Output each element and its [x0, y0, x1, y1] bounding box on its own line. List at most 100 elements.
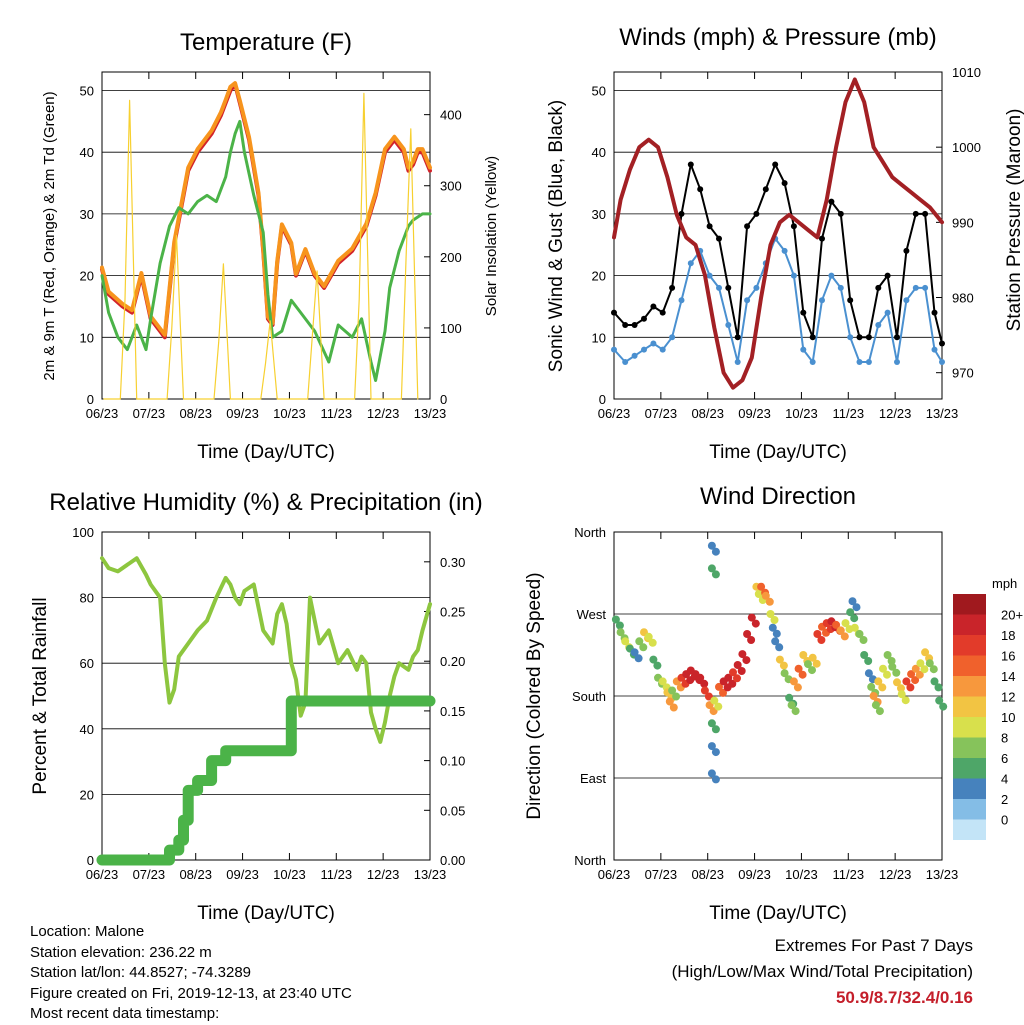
winds-series-gust-point: [837, 210, 844, 217]
winds-series-sonic-wind-point: [847, 334, 854, 341]
winds-series-sonic-wind-point: [912, 284, 919, 291]
direction-point: [798, 670, 807, 679]
winds-xtick-label: 13/23: [926, 406, 959, 421]
direction-point: [855, 630, 864, 638]
direction-point: [860, 651, 869, 659]
temperature-ylabel-left: 2m & 9m T (Red, Orange) & 2m Td (Green): [41, 91, 58, 380]
winds-series-gust-point: [781, 180, 788, 187]
temperature-xtick-label: 11/23: [320, 406, 352, 421]
legend-swatch: [953, 635, 986, 656]
temperature-xlabel: Time (Day/UTC): [197, 442, 335, 463]
direction-point: [846, 608, 855, 617]
direction-point: [707, 742, 716, 751]
temperature-xtick-label: 10/23: [273, 406, 306, 421]
info-created: Figure created on Fri, 2019-12-13, at 23…: [30, 984, 352, 1002]
direction-point: [915, 670, 924, 679]
direction-point: [700, 686, 709, 695]
winds-series-sonic-wind-point: [865, 359, 872, 365]
winds-series-sonic-wind-point: [939, 359, 945, 365]
winds-series-sonic-wind-point: [753, 284, 760, 291]
temperature-ytick-right-label: 200: [440, 250, 462, 265]
winds-series-gust-point: [819, 235, 825, 242]
direction-point: [791, 707, 800, 716]
humidity-title: Relative Humidity (%) & Precipitation (i…: [49, 489, 482, 516]
direction-point: [883, 651, 892, 659]
direction-point: [808, 653, 817, 662]
direction-point: [711, 748, 720, 757]
direction-point: [901, 696, 910, 705]
extremes-values: 50.9/8.7/32.4/0.16: [835, 988, 973, 1007]
winds-series-gust-point: [697, 186, 704, 193]
winds-series-sonic-wind-point: [800, 346, 807, 353]
direction-point: [864, 669, 873, 678]
winds-xtick-label: 11/23: [832, 406, 864, 421]
humidity-ytick-label: 40: [80, 722, 94, 737]
direction-xtick-label: 10/23: [785, 867, 818, 882]
winds-series-sonic-wind-point: [687, 260, 694, 267]
direction-point: [794, 664, 803, 673]
temperature-series-2m-td: [100, 119, 432, 382]
winds-series-gust-point: [611, 309, 617, 316]
temperature-plot-frame: [101, 71, 431, 400]
direction-title: Wind Direction: [700, 483, 856, 510]
direction-point: [715, 682, 723, 691]
direction-point: [779, 661, 788, 670]
temperature-ytick-label: 10: [80, 330, 94, 345]
winds-series-gust-point: [828, 198, 835, 205]
winds-ytick-label: 50: [592, 84, 606, 99]
winds-series-sonic-wind-point: [875, 322, 882, 328]
winds-series-gust-point: [706, 223, 713, 230]
direction-ytick-label: West: [577, 607, 607, 622]
humidity-ytick-right-label: 0.00: [440, 853, 465, 868]
winds-series-gust-point: [762, 186, 769, 193]
direction-point: [700, 679, 709, 688]
winds-xtick-label: 12/23: [879, 406, 912, 421]
winds-series-sonic-wind-point: [734, 359, 741, 365]
direction-point: [615, 621, 624, 630]
legend-swatch: [953, 799, 986, 820]
direction-point: [665, 697, 674, 706]
winds-series-sonic-wind-point: [790, 272, 797, 279]
direction-point: [812, 659, 821, 668]
direction-xtick-label: 06/23: [598, 867, 631, 882]
winds-series-sonic-wind-point: [903, 297, 910, 304]
winds-series-gust-point: [753, 210, 760, 217]
direction-xtick-label: 12/23: [879, 867, 912, 882]
winds-series-sonic-wind-point: [706, 272, 713, 279]
legend-swatch: [953, 655, 986, 676]
winds-series-sonic-wind-point: [631, 352, 638, 359]
winds-xtick-label: 08/23: [691, 406, 724, 421]
winds-ylabel-left: Sonic Wind & Gust (Blue, Black): [546, 100, 567, 372]
humidity-xtick-label: 12/23: [367, 867, 400, 882]
winds-series-gust-point: [772, 161, 779, 168]
legend-swatch: [953, 676, 986, 697]
temperature-series-9m-t: [100, 81, 432, 337]
winds-series-gust-point: [669, 284, 676, 291]
direction-point: [630, 648, 639, 657]
direction-point: [648, 638, 657, 647]
legend-swatch: [953, 614, 986, 635]
winds-xtick-label: 06/23: [598, 406, 631, 421]
winds-ytick-right-label: 980: [952, 291, 974, 306]
winds-series-gust-point: [734, 334, 741, 341]
humidity-xtick-label: 13/23: [414, 867, 447, 882]
legend-swatch: [953, 696, 986, 717]
direction-point: [879, 664, 887, 673]
direction-point: [733, 661, 742, 669]
winds-series-gust-point: [865, 334, 872, 341]
direction-point: [611, 615, 620, 624]
direction-point: [883, 670, 891, 679]
info-elevation: Station elevation: 236.22 m: [30, 943, 212, 961]
direction-point: [897, 684, 905, 693]
direction-point: [707, 541, 716, 550]
humidity-ytick-label: 80: [80, 591, 94, 606]
direction-point: [930, 677, 939, 686]
direction-xtick-label: 13/23: [926, 867, 959, 882]
direction-point: [892, 668, 901, 677]
direction-point: [780, 669, 789, 678]
winds-series-gust-point: [809, 334, 816, 341]
temperature-xtick-label: 06/23: [86, 406, 119, 421]
winds-ytick-label: 20: [592, 269, 606, 284]
direction-point: [743, 630, 752, 638]
